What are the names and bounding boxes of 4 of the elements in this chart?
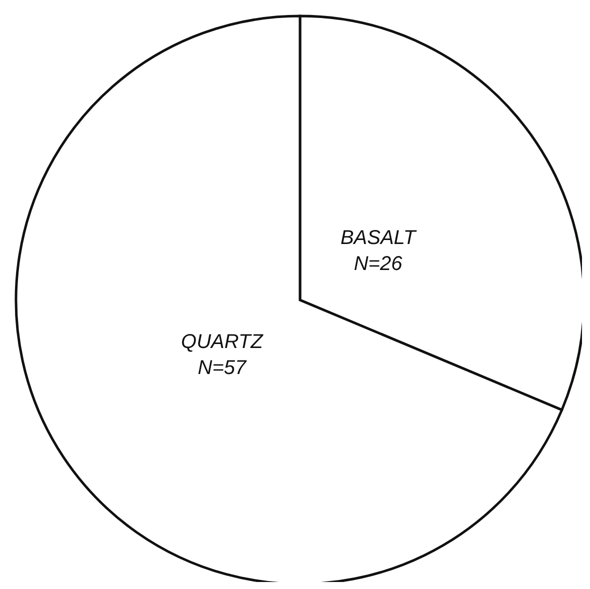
data-label: N=26: [354, 253, 404, 276]
slice-label: BASALT: [340, 227, 418, 250]
data-label: N=57: [198, 356, 248, 379]
slice-label: QUARTZ: [181, 330, 264, 353]
